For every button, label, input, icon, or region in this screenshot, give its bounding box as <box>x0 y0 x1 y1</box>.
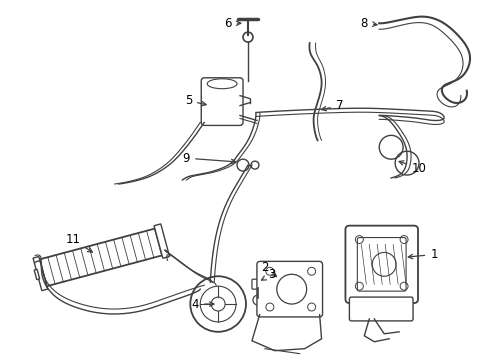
Bar <box>33 257 48 291</box>
FancyBboxPatch shape <box>345 226 418 303</box>
FancyBboxPatch shape <box>357 238 406 291</box>
Text: 11: 11 <box>66 233 92 252</box>
Text: 6: 6 <box>224 17 241 30</box>
Text: 3: 3 <box>262 268 275 281</box>
Text: 5: 5 <box>185 94 206 107</box>
FancyBboxPatch shape <box>201 78 243 125</box>
Bar <box>154 224 170 258</box>
FancyBboxPatch shape <box>252 279 264 289</box>
Bar <box>40 229 162 286</box>
Text: 1: 1 <box>408 248 438 261</box>
Text: 4: 4 <box>192 297 214 311</box>
Text: 2: 2 <box>261 261 276 276</box>
Bar <box>34 269 40 280</box>
FancyBboxPatch shape <box>349 297 413 321</box>
Text: 7: 7 <box>321 99 343 112</box>
Text: 9: 9 <box>183 152 236 165</box>
Text: 10: 10 <box>399 161 426 175</box>
Text: 8: 8 <box>361 17 377 30</box>
FancyBboxPatch shape <box>257 261 322 317</box>
